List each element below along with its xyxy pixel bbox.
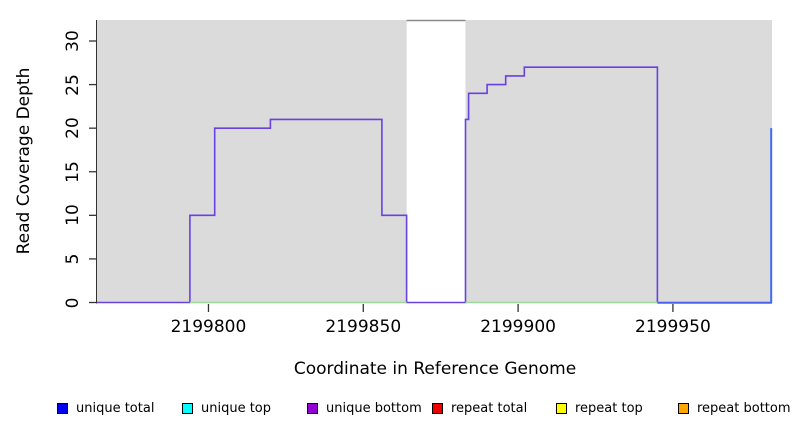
legend-item-unique-top: unique top: [182, 398, 271, 418]
legend-swatch-icon: [432, 402, 443, 414]
legend: unique total unique top unique bottom repea…: [0, 398, 792, 420]
y-tick-label-0: 0: [63, 297, 83, 308]
y-tick-label-30: 30: [63, 30, 83, 52]
x-tick-label-2199900: 2199900: [480, 317, 556, 337]
y-tick-label-10: 10: [63, 204, 83, 227]
legend-item-unique-bottom: unique bottom: [307, 398, 422, 418]
legend-swatch-icon: [182, 402, 193, 414]
legend-label: unique top: [201, 400, 272, 416]
x-tick-label-2199800: 2199800: [170, 317, 247, 337]
y-tick-label-5: 5: [63, 253, 83, 265]
legend-swatch-icon: [556, 402, 567, 414]
legend-swatch-icon: [57, 402, 68, 414]
y-tick-label-25: 25: [63, 73, 83, 96]
legend-swatch-icon: [678, 402, 689, 414]
legend-swatch-icon: [307, 402, 318, 414]
legend-label: repeat total: [451, 400, 528, 416]
legend-label: repeat bottom: [697, 400, 791, 416]
x-tick-label-2199950: 2199950: [635, 317, 711, 337]
y-axis-label: Read Coverage Depth: [14, 67, 34, 255]
alignment-region-0: [97, 20, 407, 303]
legend-item-repeat-top: repeat top: [556, 398, 643, 418]
x-axis-label: Coordinate in Reference Genome: [293, 359, 577, 379]
legend-item-repeat-bottom: repeat bottom: [678, 398, 791, 418]
unique-bottom-step-line: [97, 66, 772, 304]
legend-label: repeat top: [575, 400, 643, 416]
y-tick-label-15: 15: [63, 160, 83, 183]
legend-item-unique-total: unique total: [57, 398, 154, 418]
legend-label: unique total: [76, 400, 155, 416]
legend-item-repeat-total: repeat total: [432, 398, 527, 418]
legend-label: unique bottom: [326, 400, 422, 416]
x-tick-label-2199850: 2199850: [325, 317, 402, 337]
alignment-region-1: [465, 20, 772, 303]
y-tick-label-20: 20: [63, 117, 83, 139]
